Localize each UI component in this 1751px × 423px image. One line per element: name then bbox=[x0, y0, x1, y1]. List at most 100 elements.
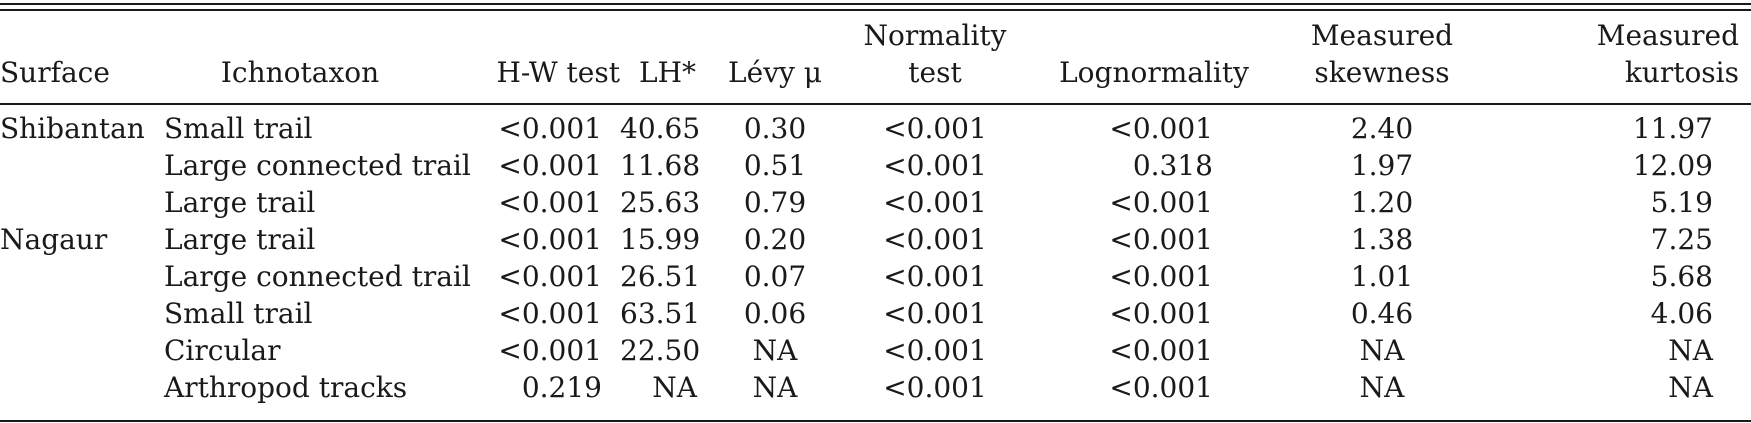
table-row: Circular <0.001 22.50 NA <0.001 <0.001 NA NA bbox=[0, 332, 1751, 369]
cell-surface: Shibantan bbox=[0, 112, 145, 145]
table-row: Nagaur Large trail <0.001 15.99 0.20 <0.001 <0… bbox=[0, 221, 1751, 258]
cell-lh: 22.50 bbox=[620, 334, 701, 367]
cell-lh: 11.68 bbox=[620, 149, 701, 182]
header-line: Measured bbox=[1310, 19, 1454, 52]
cell-surface bbox=[0, 184, 150, 221]
header-line: LH* bbox=[638, 56, 696, 89]
cell-surface bbox=[0, 295, 150, 332]
header-label: Normality test bbox=[835, 17, 1035, 103]
cell-lognormality: <0.001 bbox=[1109, 334, 1213, 367]
cell-levy: 0.07 bbox=[743, 260, 807, 293]
header-ichnotaxon: Ichnotaxon bbox=[150, 0, 450, 103]
cell-ichnotaxon: Arthropod tracks bbox=[164, 371, 408, 404]
table-row: Arthropod tracks 0.219 NA NA <0.001 <0.001 NA N… bbox=[0, 369, 1751, 406]
header-kurtosis: Measured kurtosis bbox=[1491, 0, 1751, 103]
cell-hw-test: <0.001 bbox=[498, 334, 602, 367]
cell-levy: 0.51 bbox=[743, 149, 807, 182]
cell-ichnotaxon: Large trail bbox=[164, 186, 316, 219]
cell-levy: 0.30 bbox=[743, 112, 807, 145]
table-row: Small trail <0.001 63.51 0.06 <0.001 <0.001 0.… bbox=[0, 295, 1751, 332]
header-lognormality: Lognormality bbox=[1035, 0, 1273, 103]
cell-lh: 25.63 bbox=[620, 186, 701, 219]
header-label: Lévy μ bbox=[715, 54, 835, 103]
cell-skewness: 2.40 bbox=[1350, 112, 1414, 145]
header-line: Lévy μ bbox=[728, 56, 822, 89]
cell-skewness: NA bbox=[1359, 334, 1405, 367]
header-label: Measured skewness bbox=[1273, 17, 1491, 103]
cell-normality: <0.001 bbox=[883, 371, 987, 404]
cell-skewness: 1.97 bbox=[1350, 149, 1414, 182]
cell-levy: NA bbox=[752, 334, 798, 367]
cell-hw-test: <0.001 bbox=[498, 260, 602, 293]
header-surface: Surface bbox=[0, 0, 150, 103]
cell-hw-test: <0.001 bbox=[498, 186, 602, 219]
header-label: Measured kurtosis bbox=[1491, 17, 1751, 103]
cell-normality: <0.001 bbox=[883, 186, 987, 219]
top-rule bbox=[0, 3, 1751, 5]
header-rule bbox=[0, 103, 1751, 105]
cell-lh: 26.51 bbox=[620, 260, 701, 293]
cell-levy: 0.79 bbox=[743, 186, 807, 219]
header-line: Surface bbox=[0, 56, 110, 89]
cell-kurtosis: NA bbox=[1668, 334, 1713, 367]
cell-skewness: NA bbox=[1359, 371, 1405, 404]
header-line: H-W test bbox=[496, 56, 620, 89]
cell-normality: <0.001 bbox=[883, 297, 987, 330]
header-row: Surface Ichnotaxon H-W test LH* Lévy μ N… bbox=[0, 0, 1751, 103]
cell-hw-test: <0.001 bbox=[498, 223, 602, 256]
cell-lh: 40.65 bbox=[620, 112, 701, 145]
bottom-rule bbox=[0, 420, 1751, 422]
cell-hw-test: 0.219 bbox=[521, 371, 602, 404]
header-line: Ichnotaxon bbox=[220, 56, 380, 89]
header-skewness: Measured skewness bbox=[1273, 0, 1491, 103]
cell-kurtosis: 11.97 bbox=[1632, 112, 1713, 145]
cell-levy: 0.20 bbox=[743, 223, 807, 256]
cell-lh: NA bbox=[652, 371, 697, 404]
header-label: H-W test bbox=[450, 54, 620, 103]
cell-kurtosis: 4.06 bbox=[1650, 297, 1713, 330]
cell-levy: 0.06 bbox=[743, 297, 807, 330]
cell-ichnotaxon: Large connected trail bbox=[164, 260, 471, 293]
header-levy: Lévy μ bbox=[715, 0, 835, 103]
header-line: kurtosis bbox=[1624, 56, 1739, 89]
header-line: Lognormality bbox=[1059, 56, 1249, 89]
cell-kurtosis: NA bbox=[1668, 371, 1713, 404]
table-body: Shibantan Small trail <0.001 40.65 0.30 <0.00… bbox=[0, 103, 1751, 406]
cell-lognormality: <0.001 bbox=[1109, 186, 1213, 219]
cell-kurtosis: 12.09 bbox=[1632, 149, 1713, 182]
statistics-table: Surface Ichnotaxon H-W test LH* Lévy μ N… bbox=[0, 0, 1751, 406]
table-row: Shibantan Small trail <0.001 40.65 0.30 <0.00… bbox=[0, 103, 1751, 147]
cell-lognormality: <0.001 bbox=[1109, 260, 1213, 293]
cell-levy: NA bbox=[752, 371, 798, 404]
header-line: Normality bbox=[863, 19, 1007, 52]
cell-hw-test: <0.001 bbox=[498, 149, 602, 182]
cell-ichnotaxon: Small trail bbox=[164, 112, 313, 145]
cell-skewness: 0.46 bbox=[1350, 297, 1414, 330]
cell-normality: <0.001 bbox=[883, 112, 987, 145]
cell-lognormality: 0.318 bbox=[1132, 149, 1213, 182]
cell-surface bbox=[0, 332, 150, 369]
header-line: skewness bbox=[1314, 56, 1450, 89]
cell-ichnotaxon: Large trail bbox=[164, 223, 316, 256]
cell-kurtosis: 5.19 bbox=[1650, 186, 1713, 219]
table-row: Large connected trail <0.001 11.68 0.51 <0.0… bbox=[0, 147, 1751, 184]
cell-surface bbox=[0, 258, 150, 295]
header-normality: Normality test bbox=[835, 0, 1035, 103]
cell-lh: 63.51 bbox=[620, 297, 701, 330]
cell-lognormality: <0.001 bbox=[1109, 223, 1213, 256]
header-label: Surface bbox=[0, 54, 150, 103]
cell-normality: <0.001 bbox=[883, 223, 987, 256]
cell-skewness: 1.38 bbox=[1350, 223, 1414, 256]
cell-ichnotaxon: Large connected trail bbox=[164, 149, 471, 182]
cell-normality: <0.001 bbox=[883, 149, 987, 182]
top-rule-second bbox=[0, 9, 1751, 11]
header-label: Lognormality bbox=[1035, 54, 1273, 103]
header-line: test bbox=[908, 56, 962, 89]
header-label: Ichnotaxon bbox=[150, 54, 450, 103]
cell-lh: 15.99 bbox=[620, 223, 701, 256]
cell-kurtosis: 7.25 bbox=[1650, 223, 1713, 256]
cell-ichnotaxon: Circular bbox=[164, 334, 281, 367]
cell-surface: Nagaur bbox=[0, 223, 108, 256]
cell-hw-test: <0.001 bbox=[498, 112, 602, 145]
